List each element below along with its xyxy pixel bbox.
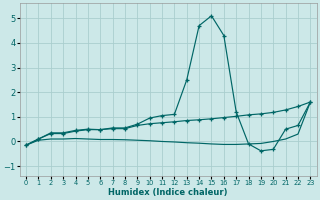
X-axis label: Humidex (Indice chaleur): Humidex (Indice chaleur): [108, 188, 228, 197]
